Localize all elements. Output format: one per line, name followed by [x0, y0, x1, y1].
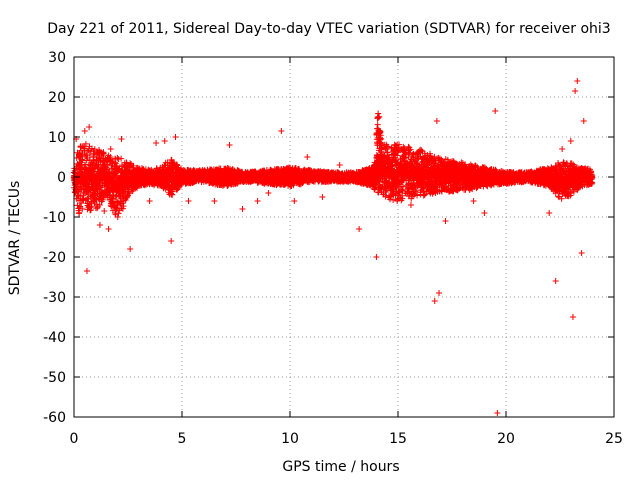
- band-point: [94, 205, 101, 212]
- band-point: [108, 203, 115, 210]
- band-point: [84, 196, 91, 203]
- band-point: [101, 158, 108, 165]
- band-point: [115, 210, 122, 217]
- band-point: [79, 157, 86, 164]
- band-point: [91, 200, 98, 207]
- band-point: [86, 151, 93, 158]
- band-point: [82, 140, 89, 147]
- grid-lines: [74, 57, 614, 417]
- chart-title: Day 221 of 2011, Sidereal Day-to-day VTE…: [47, 21, 610, 37]
- band-point: [91, 193, 98, 200]
- band-point: [114, 213, 121, 220]
- band-point: [96, 201, 103, 208]
- data-points: [70, 78, 596, 416]
- band-point: [118, 155, 125, 162]
- band-point: [100, 150, 107, 157]
- band-point: [76, 209, 83, 216]
- band-point: [87, 207, 94, 214]
- band-point: [80, 192, 87, 199]
- band-point: [76, 153, 83, 160]
- band-point: [79, 205, 86, 212]
- band-point: [95, 161, 102, 168]
- band-point: [83, 157, 90, 164]
